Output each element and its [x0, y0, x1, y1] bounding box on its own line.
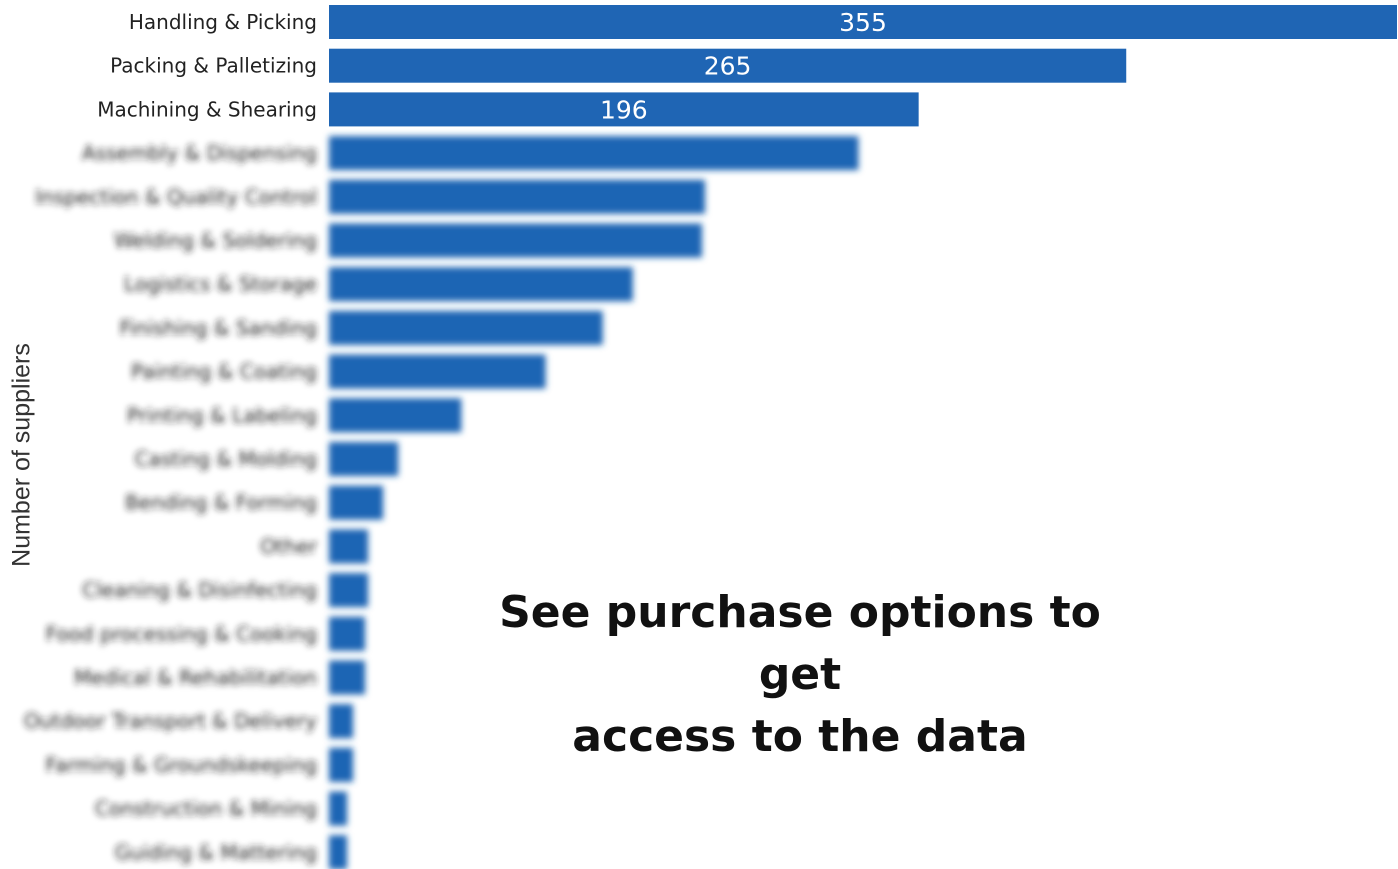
category-label: Guiding & Mattering [115, 840, 317, 864]
bar [329, 354, 546, 389]
category-label: Painting & Coating [131, 360, 317, 384]
bar [329, 616, 366, 651]
category-label: Outdoor Transport & Delivery [24, 709, 317, 733]
category-label: Handling & Picking [129, 10, 317, 34]
bar-row: Casting & Molding [135, 442, 399, 476]
category-label: Farming & Groundskeeping [45, 753, 317, 777]
bar [329, 136, 859, 171]
bar-row: Medical & Rehabilitation [74, 660, 366, 695]
bar-row: Farming & Groundskeeping [45, 747, 354, 782]
category-label: Welding & Soldering [114, 229, 317, 253]
category-label: Medical & Rehabilitation [74, 666, 317, 690]
bar [329, 48, 1127, 83]
bar [329, 835, 348, 869]
category-label: Casting & Molding [135, 447, 317, 471]
overlay-line-2: access to the data [572, 711, 1028, 762]
category-label: Finishing & Sanding [120, 316, 317, 340]
bar-row: Other [260, 529, 369, 564]
category-label: Machining & Shearing [97, 97, 317, 121]
category-label: Bending & Forming [125, 491, 317, 515]
category-label: Assembly & Dispensing [82, 141, 317, 165]
category-label: Other [260, 534, 318, 558]
bar [329, 660, 366, 695]
category-label: Food processing & Cooking [46, 622, 317, 646]
bar-row: Machining & Shearing 196 [97, 92, 919, 127]
bar [329, 485, 384, 520]
bar-row: Finishing & Sanding [120, 310, 603, 345]
bar [329, 791, 348, 826]
bar-row: Handling & Picking 355 [129, 5, 1397, 39]
category-label: Logistics & Storage [124, 272, 317, 296]
bar-row: Cleaning & Disinfecting [82, 573, 369, 608]
bar [329, 747, 354, 782]
bar [329, 398, 462, 433]
overlay-line-1: See purchase options to get [499, 587, 1101, 700]
bar [329, 267, 633, 302]
bar-row: Assembly & Dispensing [82, 136, 859, 171]
bar [329, 704, 354, 739]
value-label: 265 [704, 52, 752, 81]
bar [329, 442, 399, 476]
category-label: Printing & Labeling [127, 403, 317, 427]
bar [329, 179, 706, 214]
bar [329, 529, 369, 564]
bar-row: Inspection & Quality Control [35, 179, 706, 214]
bar [329, 310, 603, 345]
purchase-options-overlay: See purchase options to get access to th… [458, 582, 1142, 768]
category-label: Construction & Mining [95, 797, 317, 821]
bar-row: Bending & Forming [125, 485, 384, 520]
bar-row: Outdoor Transport & Delivery [24, 704, 354, 739]
category-label: Cleaning & Disinfecting [82, 578, 317, 602]
bar-row: Painting & Coating [131, 354, 546, 389]
bar-row: Welding & Soldering [114, 223, 703, 258]
bar-row: Packing & Palletizing 265 [110, 48, 1127, 83]
bar-row: Guiding & Mattering [115, 835, 348, 869]
bar-row: Printing & Labeling [127, 398, 462, 433]
bar-row: Logistics & Storage [124, 267, 633, 302]
category-label: Inspection & Quality Control [35, 185, 317, 209]
bar [329, 223, 703, 258]
bar [329, 573, 369, 608]
value-label: 355 [839, 8, 887, 37]
value-label: 196 [600, 95, 648, 124]
bar [329, 5, 1397, 39]
bar [329, 92, 919, 127]
bar-row: Food processing & Cooking [46, 616, 366, 651]
category-label: Packing & Palletizing [110, 54, 317, 78]
bar-row: Construction & Mining [95, 791, 348, 826]
